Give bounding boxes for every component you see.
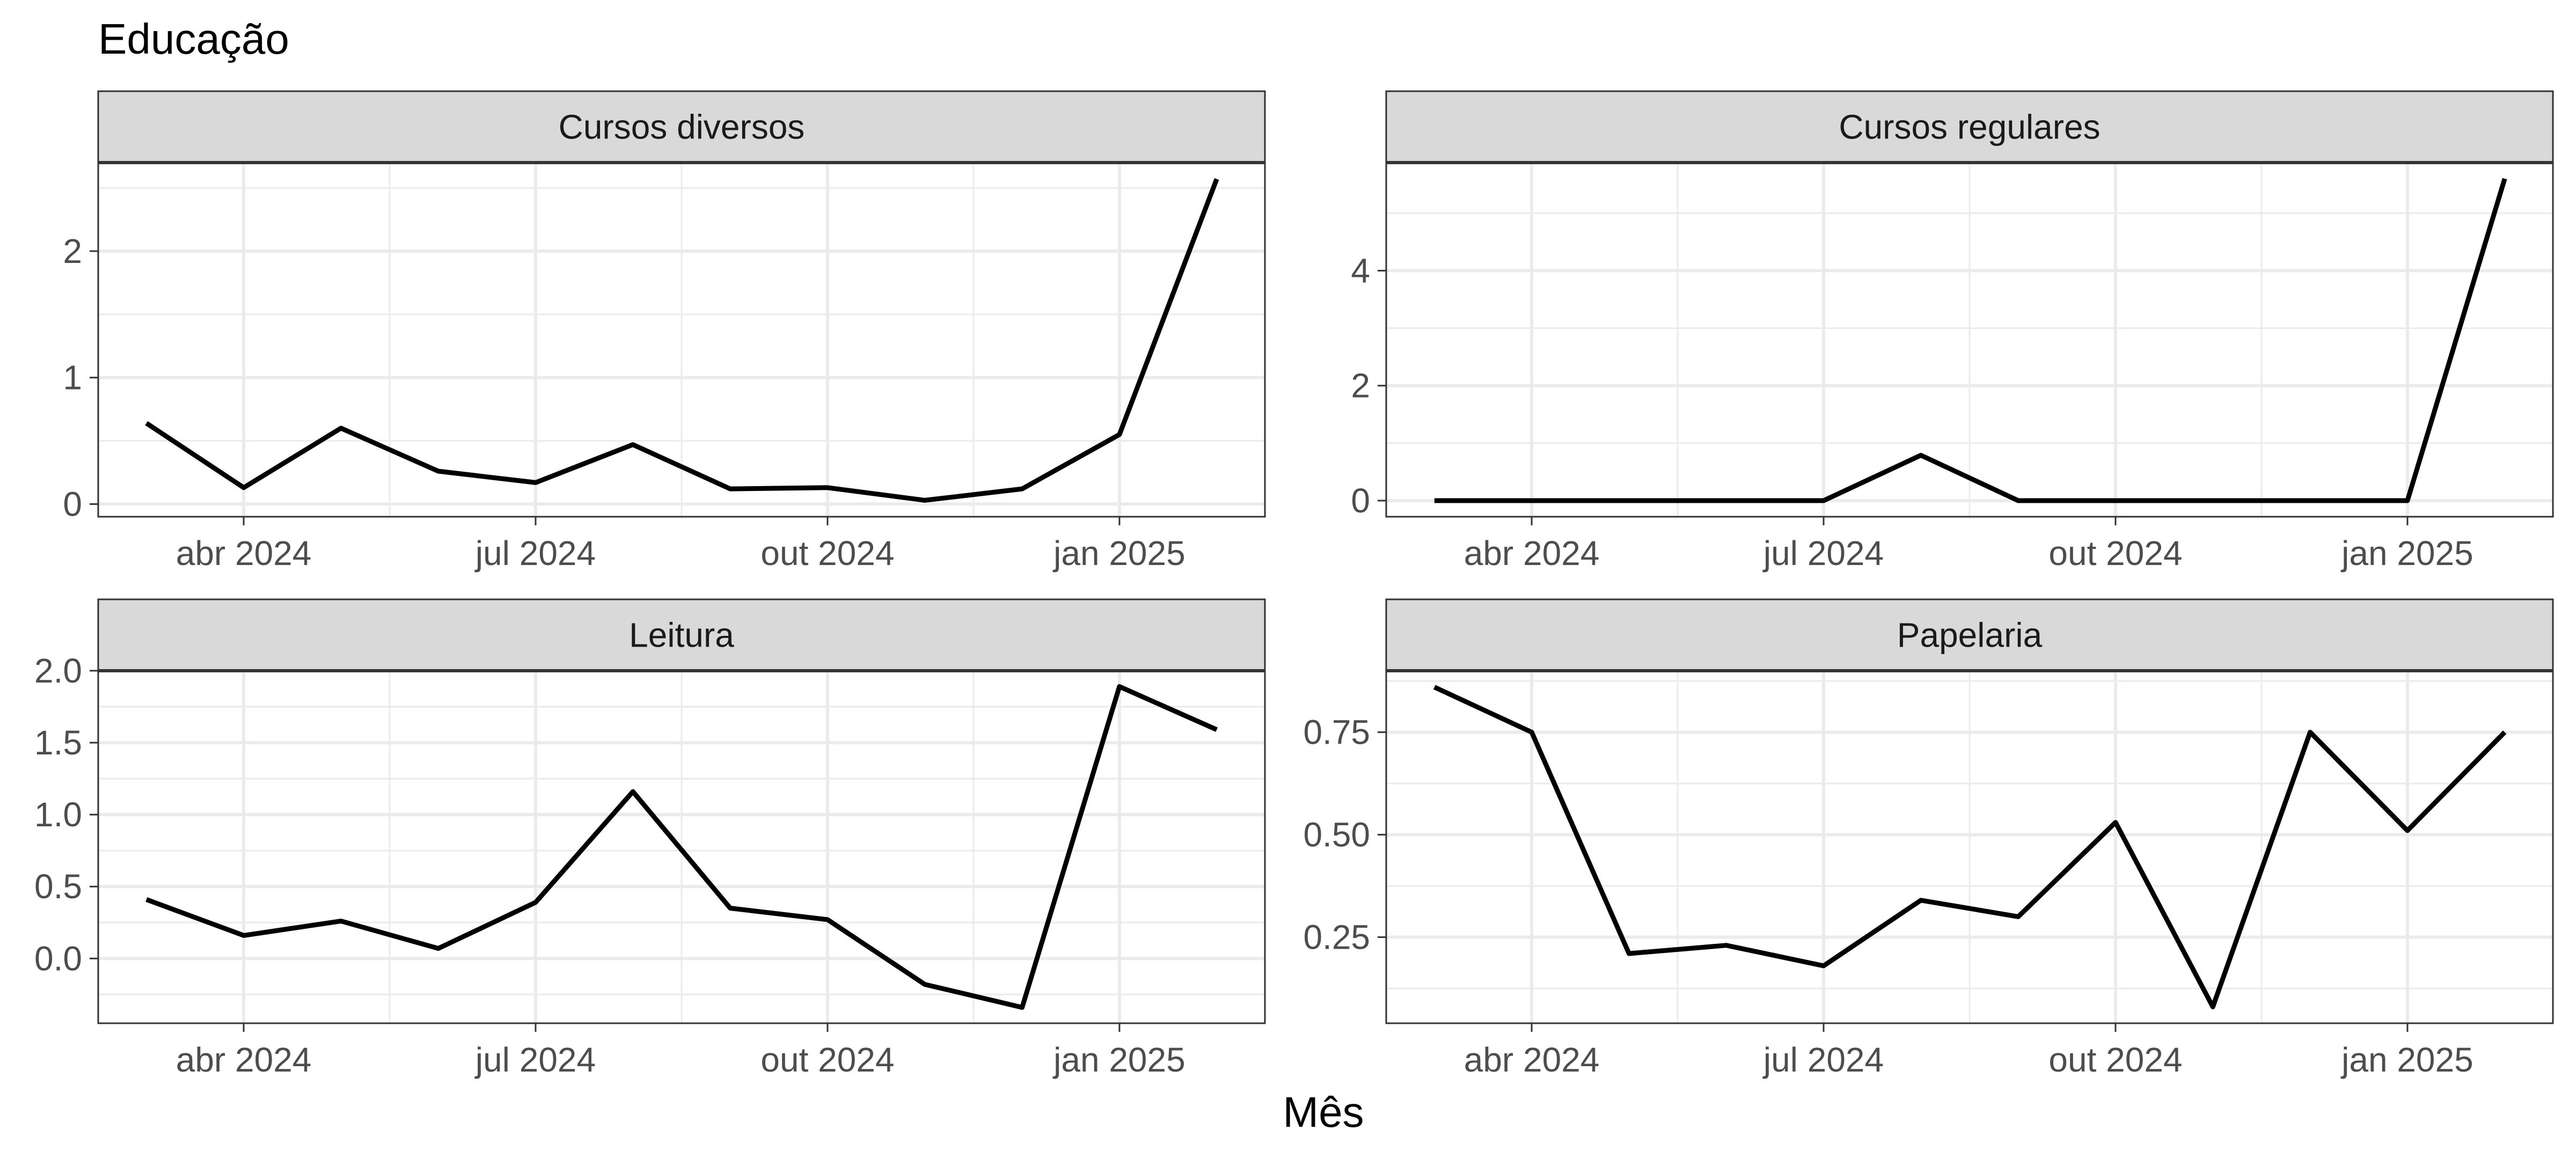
y-tick-label: 4: [1351, 251, 1370, 290]
facet-papelaria: Papelaria 0.25 0.50 0.75 abr 2024 jul 2024 out…: [1303, 598, 2554, 1079]
data-point: [728, 906, 733, 911]
y-tick-label: 2: [63, 232, 82, 270]
data-point: [630, 789, 635, 794]
data-point: [2113, 820, 2118, 825]
data-point: [2308, 498, 2313, 503]
data-point: [1529, 498, 1534, 503]
x-axis-title: Mês: [1283, 1088, 1364, 1136]
data-point: [1821, 963, 1826, 969]
data-point: [825, 917, 830, 922]
y-tick-label: 0: [1351, 481, 1370, 520]
x-tick-label: out 2024: [2048, 534, 2182, 573]
x-tick-label: out 2024: [2048, 1040, 2182, 1079]
y-tick-label: 0: [63, 485, 82, 523]
data-point: [1117, 432, 1122, 437]
data-point: [2405, 498, 2410, 503]
data-point: [1724, 943, 1729, 948]
facet-panels: Cursos diversos 0 1 2 abr 2024 jul 2024 out 20…: [34, 90, 2554, 1079]
x-tick-label: jul 2024: [474, 534, 596, 573]
y-tick-label: 0.75: [1303, 713, 1370, 752]
data-point: [1529, 730, 1534, 735]
data-point: [2210, 1004, 2215, 1009]
data-point: [1214, 177, 1219, 182]
y-tick-label: 1: [63, 358, 82, 397]
facet-strip-label: Papelaria: [1897, 616, 2043, 655]
data-point: [1626, 498, 1631, 503]
y-tick-label: 0.5: [34, 867, 82, 906]
y-tick-label: 0.0: [34, 939, 82, 978]
x-tick-label: out 2024: [760, 534, 894, 573]
facet-cursos-diversos: Cursos diversos 0 1 2 abr 2024 jul 2024 out 20…: [63, 90, 1266, 573]
data-point: [1821, 498, 1826, 503]
data-point: [825, 485, 830, 490]
facet-leitura: Leitura 0.0 0.5 1.0 1.5 2.0 abr 2024 jul 2024 ou…: [34, 598, 1266, 1079]
data-point: [2405, 828, 2410, 833]
facet-strip-label: Cursos regulares: [1839, 108, 2100, 146]
data-point: [2210, 498, 2215, 503]
data-point: [630, 442, 635, 448]
data-point: [1432, 685, 1437, 690]
data-point: [1020, 486, 1025, 492]
data-point: [338, 919, 343, 924]
data-point: [1020, 1005, 1025, 1010]
x-tick-label: jul 2024: [1762, 1040, 1884, 1079]
y-tick-label: 0.25: [1303, 918, 1370, 957]
data-point: [1918, 898, 1923, 903]
y-tick-label: 2.0: [34, 651, 82, 690]
data-point: [533, 900, 538, 905]
x-tick-label: abr 2024: [1464, 1040, 1600, 1079]
facet-strip-label: Cursos diversos: [559, 108, 805, 146]
data-point: [241, 485, 246, 490]
data-point: [144, 897, 149, 902]
data-point: [2016, 498, 2021, 503]
y-tick-label: 2: [1351, 366, 1370, 405]
data-point: [241, 933, 246, 938]
facet-strip: [97, 90, 1266, 164]
x-tick-label: out 2024: [760, 1040, 894, 1079]
series-line: [145, 684, 1218, 1010]
data-point: [2502, 176, 2507, 181]
x-tick-label: jul 2024: [1762, 534, 1884, 573]
data-point: [436, 946, 441, 951]
data-point: [338, 426, 343, 431]
data-point: [922, 982, 927, 987]
facet-strip: [1385, 90, 2554, 164]
x-tick-label: jan 2025: [2340, 534, 2473, 573]
facet-cursos-regulares: Cursos regulares 0 2 4 abr 2024 jul 2024 out 2…: [1351, 90, 2554, 573]
y-tick-label: 0.50: [1303, 816, 1370, 854]
x-tick-label: jan 2025: [1052, 534, 1185, 573]
data-point: [1214, 727, 1219, 732]
data-point: [1117, 684, 1122, 689]
data-point: [2113, 498, 2118, 503]
data-point: [1724, 498, 1729, 503]
x-tick-label: jul 2024: [474, 1040, 596, 1079]
x-tick-label: jan 2025: [2340, 1040, 2473, 1079]
x-tick-label: abr 2024: [176, 534, 312, 573]
data-point: [922, 497, 927, 503]
x-tick-label: abr 2024: [176, 1040, 312, 1079]
data-point: [436, 468, 441, 474]
data-point: [2502, 730, 2507, 735]
x-tick-label: abr 2024: [1464, 534, 1600, 573]
series-line: [1433, 685, 2507, 1009]
facet-strip: [1385, 598, 2554, 672]
data-point: [1432, 498, 1437, 503]
data-point: [2308, 730, 2313, 735]
facet-strip-label: Leitura: [629, 616, 734, 655]
data-point: [1626, 951, 1631, 956]
facet-strip: [97, 598, 1266, 672]
x-tick-label: jan 2025: [1052, 1040, 1185, 1079]
data-point: [728, 486, 733, 492]
series-line: [145, 178, 1219, 503]
y-tick-label: 1.5: [34, 723, 82, 762]
data-point: [1918, 452, 1923, 458]
data-point: [144, 421, 149, 426]
chart-title: Educação: [98, 15, 289, 63]
data-point: [533, 480, 538, 485]
series-line: [1434, 178, 2507, 503]
data-point: [2016, 914, 2021, 919]
y-tick-label: 1.0: [34, 795, 82, 834]
